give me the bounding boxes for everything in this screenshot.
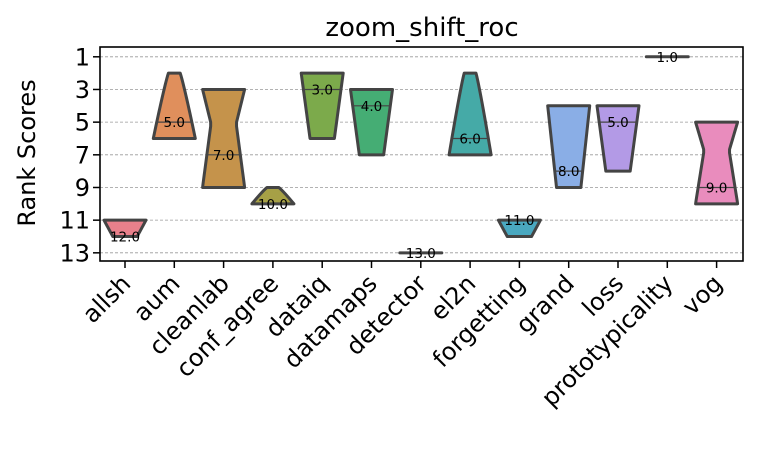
median-labels: 12.0 5.0 7.0 10.0 3.0 4.0 13.0 6.0 11.0 8.0 5.0 1.0… [110, 50, 727, 262]
violin-vog [694, 120, 740, 206]
median-label-cleanlab: 7.0 [213, 148, 234, 164]
y-axis-label: Rank Scores [13, 79, 41, 226]
gridlines [100, 56, 743, 254]
violin-el2n [447, 71, 493, 157]
violin-grand [546, 104, 592, 189]
median-label-forgetting: 11.0 [504, 213, 534, 229]
y-tick-label: 1 [75, 43, 90, 71]
x-axis: allshaumcleanlabconf_agreedataiqdatamaps… [77, 261, 728, 412]
median-label-datamaps: 4.0 [361, 99, 382, 115]
median-label-prototypicality: 1.0 [657, 50, 678, 66]
median-label-el2n: 6.0 [459, 131, 480, 147]
y-tick-label: 5 [75, 109, 90, 137]
median-label-dataiq: 3.0 [311, 82, 332, 98]
median-label-loss: 5.0 [607, 115, 628, 131]
y-tick-label: 9 [75, 174, 90, 202]
y-tick-label: 3 [75, 76, 90, 104]
violins [102, 55, 740, 255]
median-label-allsh: 12.0 [110, 229, 140, 245]
x-tick-label: allsh [77, 269, 136, 328]
median-label-vog: 9.0 [706, 180, 727, 196]
median-label-detector: 13.0 [406, 246, 436, 262]
chart-title: zoom_shift_roc [325, 13, 518, 43]
median-label-conf_agree: 10.0 [258, 197, 288, 213]
plot-frame [99, 46, 744, 262]
y-tick-label: 13 [59, 239, 90, 267]
median-label-aum: 5.0 [164, 115, 185, 131]
y-tick-label: 7 [75, 141, 90, 169]
x-tick-label: vog [677, 269, 728, 320]
y-tick-label: 11 [59, 207, 90, 235]
median-label-grand: 8.0 [558, 164, 579, 180]
violin-cleanlab [201, 87, 247, 189]
violin-forgetting [496, 218, 542, 238]
